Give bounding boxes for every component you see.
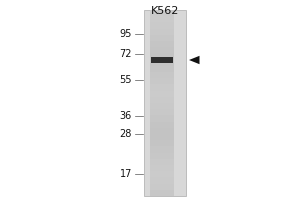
Bar	[150, 16, 174, 22]
Bar	[150, 159, 174, 165]
Bar	[150, 165, 174, 171]
Bar	[150, 153, 174, 159]
Bar	[150, 72, 174, 78]
Bar	[150, 41, 174, 47]
Bar	[150, 115, 174, 122]
Bar	[150, 29, 174, 35]
Bar	[150, 109, 174, 115]
Polygon shape	[189, 56, 200, 64]
Bar	[150, 10, 174, 196]
Bar	[150, 146, 174, 153]
Text: 72: 72	[119, 49, 132, 59]
Bar	[150, 91, 174, 97]
Bar	[150, 78, 174, 84]
Bar	[150, 22, 174, 29]
Text: 55: 55	[119, 75, 132, 85]
Bar	[150, 190, 174, 196]
Bar	[150, 103, 174, 109]
Bar	[150, 184, 174, 190]
Bar	[150, 128, 174, 134]
Text: 28: 28	[120, 129, 132, 139]
Bar	[151, 57, 173, 63]
Text: K562: K562	[151, 6, 179, 16]
Bar	[150, 10, 174, 16]
Bar	[150, 84, 174, 91]
Bar	[150, 122, 174, 128]
Bar	[150, 53, 174, 60]
Bar	[144, 10, 186, 196]
Text: 36: 36	[120, 111, 132, 121]
Text: 95: 95	[120, 29, 132, 39]
Bar	[150, 134, 174, 140]
Bar	[150, 97, 174, 103]
Bar	[150, 177, 174, 184]
Bar	[150, 140, 174, 146]
Bar	[150, 66, 174, 72]
Bar	[150, 60, 174, 66]
Text: 17: 17	[120, 169, 132, 179]
Bar	[150, 171, 174, 177]
Bar	[150, 47, 174, 53]
Bar	[150, 35, 174, 41]
